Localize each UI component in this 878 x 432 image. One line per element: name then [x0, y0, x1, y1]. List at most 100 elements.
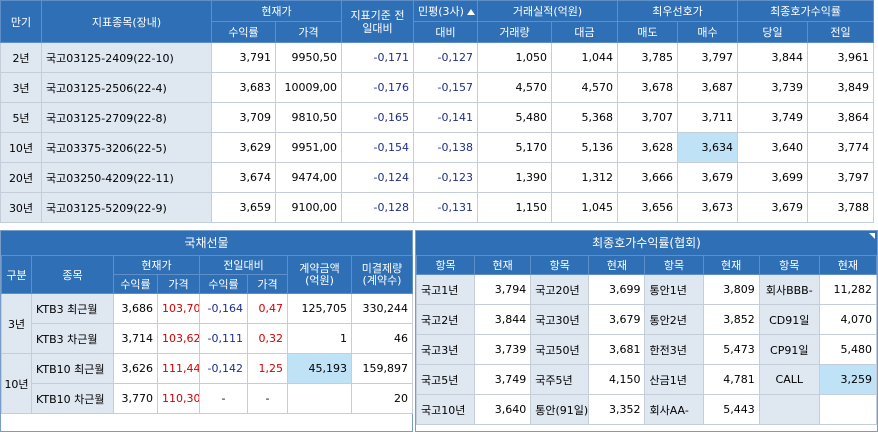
header-best-quote: 최우선호가 [616, 0, 739, 22]
yield-value-cell: 5,443 [702, 394, 760, 425]
futures-item-cell[interactable]: KTB3 차근월 [31, 323, 114, 354]
yield-header-item: 항목 [415, 255, 476, 275]
yield-value-cell: 3,679 [588, 304, 646, 335]
vs-prev-cell: -0,171 [341, 42, 414, 73]
header-yield[interactable]: 수익률 [211, 21, 276, 43]
today-yield-cell: 3,844 [737, 42, 809, 73]
futures-row[interactable]: 3년 KTB3 최근월 3,686 103,70 -0,164 0,47 125,705 33… [1, 293, 414, 354]
header-maturity[interactable]: 만기 [0, 0, 42, 43]
futures-yield-cell: 3,686 [113, 293, 158, 324]
volume-amount-cell: 5,136 [551, 132, 618, 163]
header-vs-prev[interactable]: 지표기준 전일대비 [341, 0, 414, 43]
table-row[interactable]: 10년 국고03375-3206(22-5) 3,629 9951,00 -0,154-… [0, 132, 875, 163]
futures-item-cell[interactable]: KTB3 최근월 [31, 293, 114, 324]
yield-value-cell: 4,070 [818, 304, 878, 335]
yield-item-cell: CP91일 [758, 334, 820, 365]
futures-price-cell: 111,44 [157, 353, 200, 384]
header-private-valuation[interactable]: 민평(3사) [413, 0, 478, 22]
futures-yield-cell: 3,714 [113, 323, 158, 354]
yield-value-cell: 4,150 [588, 364, 646, 395]
vs-prev-cell: -0,176 [341, 72, 414, 103]
sell-quote-cell: 3,678 [617, 72, 678, 103]
futures-row[interactable]: KTB3 차근월 3,714 103,62 -0,111 0,32 1 46 [2, 323, 414, 354]
futures-price-diff-cell: 0,32 [246, 323, 289, 354]
issue-name-cell[interactable]: 국고03125-2409(22-10) [41, 42, 212, 73]
yield-value-cell: 3,809 [702, 274, 760, 305]
yield-row[interactable]: 국고5년 3,749 국주5년 4,150 산금1년 4,781 CALL 3,259 [415, 364, 878, 395]
header-prev-day[interactable]: 전일 [807, 21, 875, 43]
yield-value-cell: 3,259 [818, 364, 878, 395]
futures-yield-cell: 3,626 [113, 353, 158, 384]
header-issue[interactable]: 지표종목(장내) [41, 0, 212, 43]
futures-yield-diff-cell: - [199, 383, 248, 414]
yield-item-cell: 통안(91일) [530, 394, 590, 425]
table-row[interactable]: 20년 국고03250-4209(22-11) 3,674 9474,00 -0,124… [0, 162, 875, 193]
issue-name-cell[interactable]: 국고03375-3206(22-5) [41, 132, 212, 163]
sort-up-icon[interactable] [466, 9, 475, 15]
futures-yield-cell: 3,770 [113, 383, 158, 414]
table-row[interactable]: 3년 국고03125-2506(22-4) 3,683 10009,00 -0,176-… [0, 72, 875, 103]
prev-yield-cell: 3,788 [807, 192, 875, 223]
futures-header-contract: 계약금액 (억원) [287, 255, 353, 294]
volume-amount-cell: 1,312 [551, 162, 618, 193]
yield-item-cell: 회사AA- [644, 394, 704, 425]
table-row[interactable]: 2년 국고03125-2409(22-10) 3,791 9950,50 -0,171-… [0, 42, 875, 73]
futures-contract-cell: 125,705 [287, 293, 353, 324]
futures-table: 구분 종목 현재가 전일대비 계약금액 (억원) 미결제량 (계약수) 수익률 … [1, 255, 414, 414]
header-volume-amount[interactable]: 대금 [551, 21, 618, 43]
yield-row[interactable]: 국고10년 3,640 통안(91일) 3,352 회사AA- 5,443 [415, 394, 878, 425]
yield-row[interactable]: 국고3년 3,739 국고50년 3,681 한전3년 5,473 CP91일 5,480 [415, 334, 878, 365]
yield-cell: 3,674 [211, 162, 276, 193]
yield-item-cell: 국고10년 [415, 394, 476, 425]
volume-qty-cell: 5,170 [477, 132, 552, 163]
yield-header-current: 현재 [818, 255, 878, 275]
price-cell: 9810,50 [275, 102, 342, 133]
table-row[interactable]: 5년 국고03125-2709(22-8) 3,709 9810,50 -0,165 -0… [0, 102, 875, 133]
issue-name-cell[interactable]: 국고03125-5209(22-9) [41, 192, 212, 223]
header-buy[interactable]: 매수 [676, 21, 739, 43]
futures-item-cell[interactable]: KTB10 최근월 [31, 353, 114, 384]
header-sell[interactable]: 매도 [617, 21, 678, 43]
maturity-cell: 10년 [0, 132, 42, 163]
yield-value-cell: 3,681 [588, 334, 646, 365]
futures-header-yield: 수익률 [113, 274, 158, 294]
sell-quote-cell: 3,785 [617, 42, 678, 73]
header-current: 현재가 [211, 0, 342, 22]
futures-row[interactable]: 10년 KTB10 최근월 3,626 111,44 -0,142 1,25 45,193 1… [1, 353, 414, 414]
futures-row[interactable]: KTB10 차근월 3,770 110,30- -20 [2, 383, 414, 414]
futures-contract-cell: 1 [287, 323, 353, 354]
futures-item-cell[interactable]: KTB10 차근월 [31, 383, 114, 414]
yield-header-current: 현재 [474, 255, 532, 275]
issue-name-cell[interactable]: 국고03125-2506(22-4) [41, 72, 212, 103]
header-volume-qty[interactable]: 거래량 [477, 21, 552, 43]
header-price[interactable]: 가격 [275, 21, 342, 43]
buy-quote-cell: 3,797 [676, 42, 739, 73]
yield-cell: 3,791 [211, 42, 276, 73]
issue-name-cell[interactable]: 국고03250-4209(22-11) [41, 162, 212, 193]
buy-quote-cell: 3,634 [676, 132, 739, 163]
table-row[interactable]: 30년 국고03125-5209(22-9) 3,659 9100,00 -0,128-… [0, 192, 875, 223]
volume-qty-cell: 5,480 [477, 102, 552, 133]
futures-open-interest-cell: 46 [351, 323, 414, 354]
futures-panel-title: 국채선물 [1, 231, 412, 255]
issue-name-cell[interactable]: 국고03125-2709(22-8) [41, 102, 212, 133]
today-yield-cell: 3,739 [737, 72, 809, 103]
volume-qty-cell: 1,150 [477, 192, 552, 223]
futures-header-vs-prev: 전일대비 [198, 255, 289, 275]
yield-cell: 3,683 [211, 72, 276, 103]
vs-prev-cell: -0,128 [341, 192, 414, 223]
private-diff-cell: -0,138 [413, 132, 478, 163]
futures-yield-diff-cell: -0,164 [199, 293, 248, 324]
yield-item-cell: CALL [758, 364, 820, 395]
header-today[interactable]: 당일 [737, 21, 809, 43]
yield-row[interactable]: 국고2년 3,844 국고30년 3,679 통안2년 3,852 CD91일 4,070 [415, 304, 878, 335]
futures-category-cell: 3년 [1, 293, 32, 354]
yield-value-cell: 3,844 [474, 304, 532, 335]
corner-marker-icon [869, 233, 875, 239]
yield-row[interactable]: 국고1년 3,794 국고20년 3,699 통안1년 3,809 회사BBB- 11,282 [415, 274, 878, 305]
private-diff-cell: -0,127 [413, 42, 478, 73]
maturity-cell: 30년 [0, 192, 42, 223]
vs-prev-cell: -0,154 [341, 132, 414, 163]
header-private-diff[interactable]: 대비 [413, 21, 478, 43]
yield-item-cell: 국고2년 [415, 304, 476, 335]
